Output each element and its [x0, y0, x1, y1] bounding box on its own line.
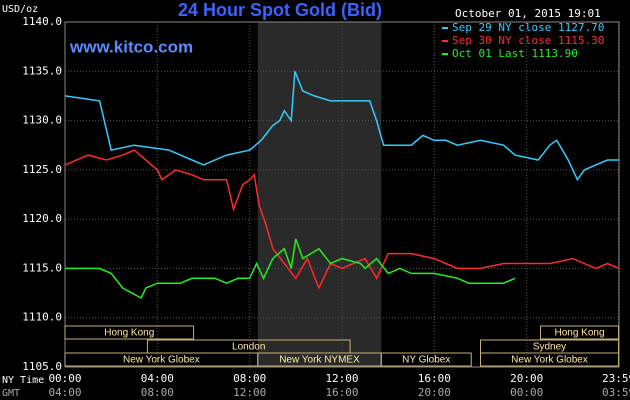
session-label: Hong Kong	[555, 328, 605, 339]
y-tick-label: 1110.0	[22, 311, 62, 324]
legend-entry: Sep 30 NY close 1115.30	[452, 34, 604, 47]
x2-tick-label: 00:00	[510, 386, 543, 399]
x2-tick-label: 03:59	[602, 386, 630, 399]
watermark: www.kitco.com	[69, 37, 193, 56]
y-axis-label: USD/oz	[2, 4, 38, 15]
x2-tick-label: 08:00	[141, 386, 174, 399]
chart-title: 24 Hour Spot Gold (Bid)	[178, 0, 382, 20]
session-bar	[380, 352, 472, 367]
y-tick-label: 1120.0	[22, 212, 62, 225]
x-tick-label: 12:00	[325, 372, 358, 385]
x-tick-label: 04:00	[141, 372, 174, 385]
session-bar	[480, 352, 620, 367]
price-line	[64, 71, 619, 182]
session-label: Hong Kong	[104, 328, 154, 339]
x-tick-label: 08:00	[233, 372, 266, 385]
session-bar	[64, 325, 195, 340]
legend-entry: Sep 29 NY close 1127.70	[452, 21, 604, 34]
session-label: Sydney	[533, 342, 566, 353]
x-tick-label: 00:00	[48, 372, 81, 385]
session-bar	[540, 325, 620, 340]
y-tick-label: 1125.0	[22, 163, 62, 176]
session-shade	[257, 22, 382, 367]
session-label: New York Globex	[123, 355, 200, 366]
x-tick-label: 16:00	[418, 372, 451, 385]
session-label: New York Globex	[511, 355, 588, 366]
session-label: New York NYMEX	[279, 355, 360, 366]
x-axis-label: NY Time	[2, 375, 44, 386]
plot-frame	[64, 21, 620, 368]
y-tick-label: 1115.0	[22, 261, 62, 274]
y-tick-label: 1140.0	[22, 15, 62, 28]
x-tick-label: 20:00	[510, 372, 543, 385]
x2-tick-label: 20:00	[418, 386, 451, 399]
x2-tick-label: 12:00	[233, 386, 266, 399]
x-tick-label: 23:59	[602, 372, 630, 385]
y-tick-label: 1135.0	[22, 64, 62, 77]
x2-tick-label: 04:00	[48, 386, 81, 399]
y-tick-label: 1130.0	[22, 114, 62, 127]
session-label: NY Globex	[402, 355, 450, 366]
x2-tick-label: 16:00	[325, 386, 358, 399]
price-line	[65, 238, 516, 300]
timestamp: October 01, 2015 19:01	[455, 7, 601, 20]
price-line	[64, 149, 620, 290]
x2-axis-label: GMT	[2, 388, 20, 399]
y-tick-label: 1105.0	[22, 360, 62, 373]
session-label: London	[232, 342, 265, 353]
legend-entry: Oct 01 Last 1113.90	[452, 47, 578, 60]
